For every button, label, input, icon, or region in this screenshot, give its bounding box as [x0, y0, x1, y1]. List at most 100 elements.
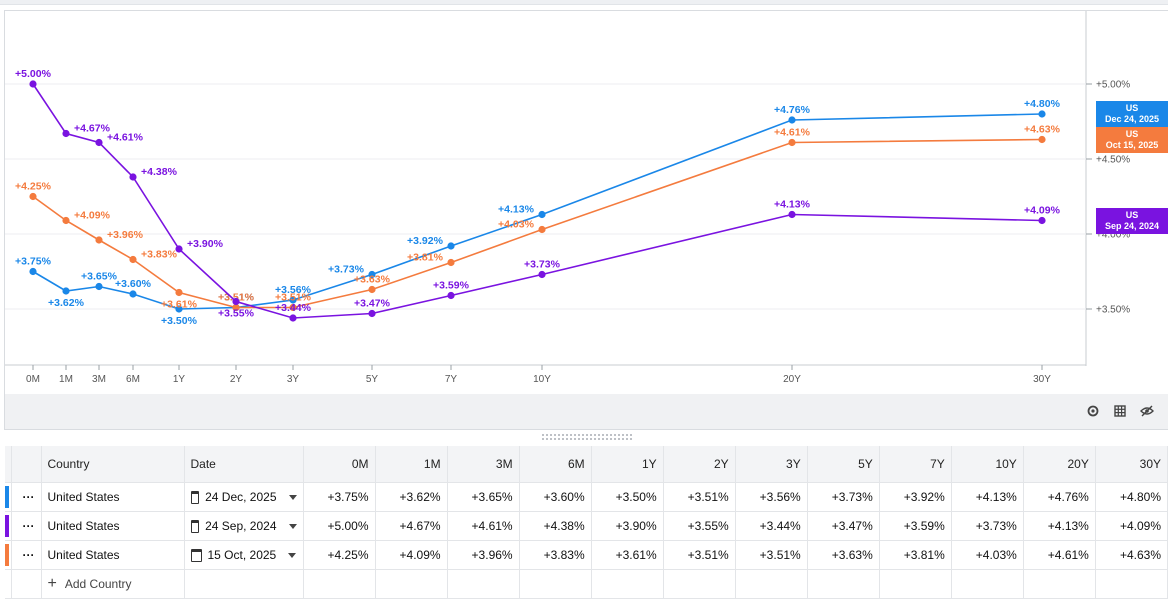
country-cell[interactable]: United States: [41, 511, 185, 541]
data-label: +4.61%: [774, 127, 811, 139]
data-point: [368, 309, 376, 318]
empty-cell: [11, 569, 42, 599]
data-point: [175, 305, 183, 313]
table-row[interactable]: ··· United States 24 Sep, 2024 +5.00% +4.67%…: [5, 511, 1168, 541]
yield-cell: +3.55%: [663, 511, 736, 541]
data-point: [447, 242, 455, 250]
plus-icon: +: [47, 575, 57, 592]
series-line: [32, 83, 1043, 319]
data-point: [538, 270, 546, 279]
date-value: 24 Dec, 2025: [205, 490, 277, 504]
yield-cell: +4.80%: [1095, 482, 1168, 512]
header-tenor[interactable]: 3M: [447, 446, 520, 483]
yield-cell: +3.44%: [735, 511, 808, 541]
yield-cell: +3.65%: [447, 482, 520, 512]
add-country-button[interactable]: + Add Country: [47, 575, 178, 592]
data-point: [1038, 110, 1046, 118]
chart-footer: [5, 394, 1168, 429]
header-tenor[interactable]: 7Y: [879, 446, 952, 483]
data-point: [232, 303, 240, 312]
date-picker[interactable]: 24 Dec, 2025: [184, 482, 304, 512]
data-label: +4.63%: [1024, 124, 1061, 136]
table-row[interactable]: ··· United States 15 Oct, 2025 +4.25% +4.09%…: [5, 540, 1168, 570]
badge-line2: Dec 24, 2025: [1104, 114, 1160, 124]
empty-cell: [735, 569, 808, 599]
header-country[interactable]: Country: [41, 446, 185, 483]
badge-line1: US: [1125, 103, 1139, 113]
empty-cell: [879, 569, 952, 599]
row-color-bar: [5, 515, 9, 537]
badge-line1: US: [1125, 209, 1139, 220]
series-end-badge: US Oct 15, 2025: [1096, 126, 1168, 153]
data-point: [95, 282, 103, 291]
table-icon[interactable]: [1112, 403, 1128, 419]
y-tick-label: +4.50%: [1096, 155, 1130, 166]
data-point: [62, 129, 70, 138]
data-label: +3.50%: [161, 315, 198, 327]
header-tenor[interactable]: 2Y: [663, 446, 736, 483]
data-label: +4.67%: [74, 123, 111, 135]
date-picker[interactable]: 15 Oct, 2025: [184, 540, 304, 570]
yield-cell: +4.76%: [1023, 482, 1096, 512]
empty-cell: [663, 569, 736, 599]
data-label: +3.44%: [275, 302, 312, 314]
data-label: +3.81%: [407, 252, 444, 264]
yield-curve-chart[interactable]: +5.00% +4.50% +4.00% +3.50% 0M 1M 3M 6M 1Y 2Y 3Y 5Y…: [0, 0, 1168, 395]
header-date[interactable]: Date: [184, 446, 304, 483]
plot-area: [5, 11, 1086, 365]
data-label: +3.61%: [161, 299, 198, 311]
header-tenor[interactable]: 1M: [375, 446, 448, 483]
yield-cell: +4.67%: [375, 511, 448, 541]
x-tick-label: 0M: [26, 374, 40, 385]
chevron-down-icon[interactable]: [288, 494, 297, 500]
row-menu-icon[interactable]: ···: [11, 511, 42, 541]
data-label: +3.60%: [115, 278, 152, 290]
empty-cell: [1023, 569, 1096, 599]
date-picker[interactable]: 24 Sep, 2024: [184, 511, 304, 541]
add-country-cell[interactable]: + Add Country: [41, 569, 185, 599]
country-cell[interactable]: United States: [41, 540, 185, 570]
row-color-indicator: [5, 482, 12, 512]
data-point: [289, 314, 297, 322]
row-menu-icon[interactable]: ···: [11, 482, 42, 512]
empty-cell: [951, 569, 1024, 599]
header-tenor[interactable]: 10Y: [951, 446, 1024, 483]
data-label: +3.55%: [218, 308, 255, 320]
data-label: +5.00%: [15, 68, 52, 80]
empty-cell: [591, 569, 664, 599]
x-tick-label: 30Y: [1033, 374, 1051, 385]
header-tenor[interactable]: 3Y: [735, 446, 808, 483]
row-menu-icon[interactable]: ···: [11, 540, 42, 570]
data-label: +3.90%: [187, 238, 224, 250]
data-point: [95, 138, 103, 147]
data-label: +3.51%: [275, 292, 312, 304]
data-label: +3.65%: [81, 271, 118, 283]
header-tenor[interactable]: 20Y: [1023, 446, 1096, 483]
header-tenor[interactable]: 1Y: [591, 446, 664, 483]
panel-resize-handle[interactable]: [541, 433, 633, 442]
table-row[interactable]: ··· United States 24 Dec, 2025 +3.75% +3.62%…: [5, 482, 1168, 512]
header-tenor[interactable]: 0M: [303, 446, 376, 483]
y-tick-label: +3.50%: [1096, 305, 1130, 316]
header-tenor[interactable]: 5Y: [807, 446, 880, 483]
data-point: [1038, 135, 1046, 144]
yield-cell: +3.62%: [375, 482, 448, 512]
data-label: +3.83%: [141, 249, 178, 261]
header-tenor[interactable]: 30Y: [1095, 446, 1168, 483]
yield-cell: +3.96%: [447, 540, 520, 570]
data-label: +4.13%: [498, 204, 535, 216]
table-header-row: Country Date 0M 1M 3M 6M 1Y 2Y 3Y 5Y 7Y …: [5, 446, 1168, 483]
x-tick-label: 1M: [59, 374, 73, 385]
country-cell[interactable]: United States: [41, 482, 185, 512]
x-tick-label: 1Y: [173, 374, 186, 385]
hide-icon[interactable]: [1139, 403, 1155, 419]
chevron-down-icon[interactable]: [288, 552, 297, 558]
data-point: [289, 303, 297, 312]
y-tick-label: +4.00%: [1096, 230, 1130, 241]
chevron-down-icon[interactable]: [288, 523, 297, 529]
yield-cell: +3.47%: [807, 511, 880, 541]
header-tenor[interactable]: 6M: [519, 446, 592, 483]
row-color-indicator: [5, 511, 12, 541]
data-label: +4.61%: [107, 132, 144, 144]
camera-icon[interactable]: [1085, 403, 1101, 419]
